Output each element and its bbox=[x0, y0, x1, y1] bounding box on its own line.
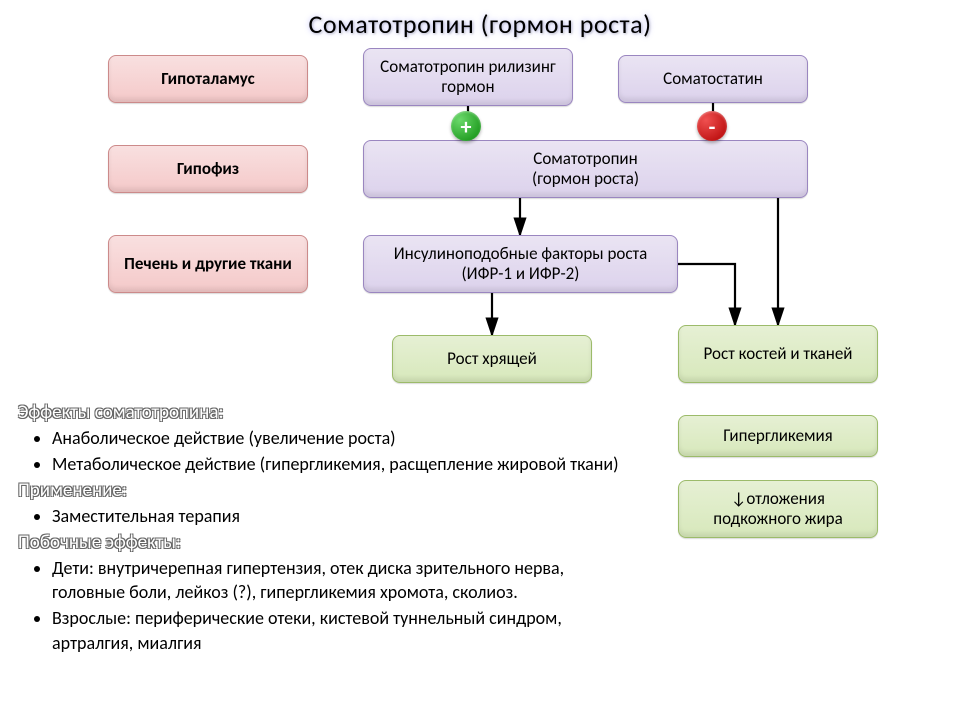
node-hyperglycemia: Гипергликемия bbox=[678, 415, 878, 457]
diagram-title: Соматотропин (гормон роста) bbox=[0, 8, 960, 40]
effects-heading: Эффекты соматотропина: bbox=[18, 400, 638, 426]
list-item: Дети: внутричерепная гипертензия, отек д… bbox=[52, 556, 638, 605]
use-heading: Применение: bbox=[18, 478, 638, 504]
list-item: Анаболическое действие (увеличение роста… bbox=[52, 426, 638, 450]
use-list: Заместительная терапия bbox=[52, 504, 638, 528]
node-hypothalamus: Гипоталамус bbox=[108, 55, 308, 103]
list-item: Заместительная терапия bbox=[52, 504, 638, 528]
plus-badge: + bbox=[451, 111, 481, 141]
node-fat: ↓отложения подкожного жира bbox=[678, 480, 878, 538]
node-igf: Инсулиноподобные факторы роста (ИФР-1 и … bbox=[363, 235, 678, 293]
node-somatostatin: Соматостатин bbox=[618, 55, 808, 103]
minus-badge: - bbox=[697, 111, 727, 141]
info-text-block: Эффекты соматотропина: Анаболическое дей… bbox=[18, 398, 638, 657]
node-pituitary: Гипофиз bbox=[108, 145, 308, 193]
node-gh: Соматотропин(гормон роста) bbox=[363, 140, 808, 198]
node-srh: Соматотропин рилизинг гормон bbox=[363, 48, 573, 106]
node-cartilage: Рост хрящей bbox=[392, 335, 592, 383]
side-effects-list: Дети: внутричерепная гипертензия, отек д… bbox=[52, 556, 638, 655]
effects-list: Анаболическое действие (увеличение роста… bbox=[52, 426, 638, 477]
list-item: Метаболическое действие (гипергликемия, … bbox=[52, 452, 638, 476]
node-liver: Печень и другие ткани bbox=[108, 235, 308, 293]
node-bone: Рост костей и тканей bbox=[678, 325, 878, 383]
list-item: Взрослые: периферические отеки, кистевой… bbox=[52, 606, 638, 655]
side-effects-heading: Побочные эффекты: bbox=[18, 530, 638, 556]
